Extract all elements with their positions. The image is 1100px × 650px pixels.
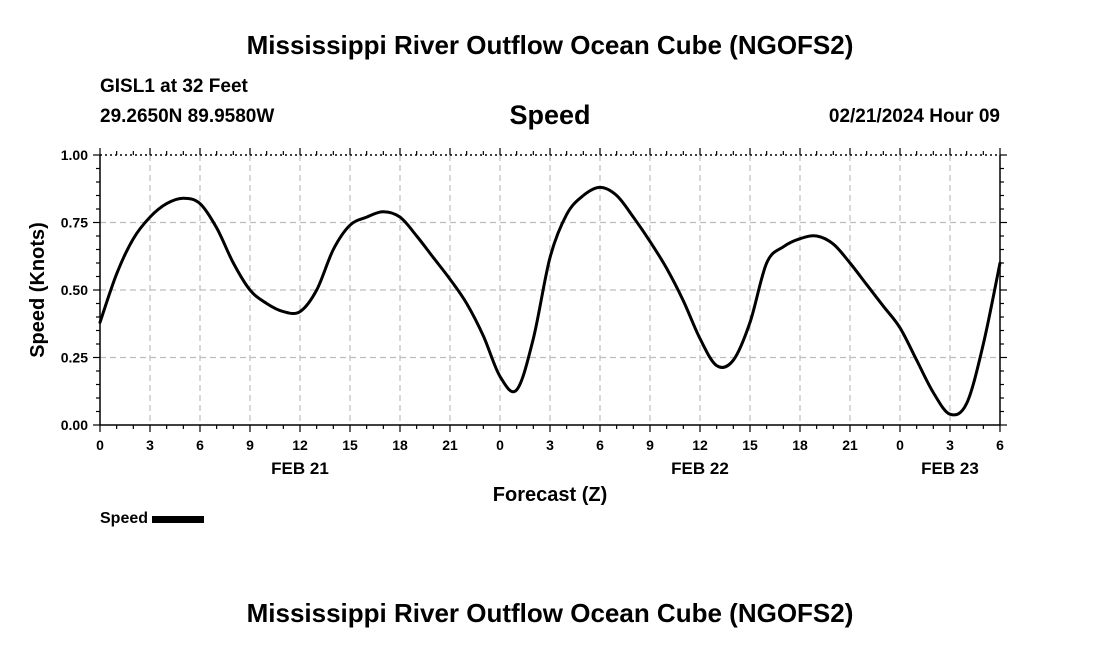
x-tick-label: 6 [996,437,1004,453]
x-tick-label: 12 [692,437,708,453]
x-tick-label: 3 [946,437,954,453]
page-title-bottom: Mississippi River Outflow Ocean Cube (NG… [246,598,854,628]
page-title-top: Mississippi River Outflow Ocean Cube (NG… [246,30,854,60]
y-tick-label: 0.25 [61,350,88,366]
x-tick-label: 21 [842,437,858,453]
date-label: FEB 22 [671,459,729,478]
series-layer [98,185,1002,417]
y-tick-label: 0.75 [61,215,88,231]
x-axis-title: Forecast (Z) [493,484,607,506]
axis-labels: 0 3 6 9 12 15 18 21 0 3 6 9 12 15 18 21 0 3 6 0.00 0.25 0.50 0… [27,147,1004,506]
legend-swatch [152,515,205,523]
x-tick-label: 18 [792,437,808,453]
x-tick-label: 6 [196,437,204,453]
x-tick-label: 18 [392,437,408,453]
x-tick-label: 0 [96,437,104,453]
chart-title: Speed [509,100,591,130]
x-tick-label: 12 [292,437,308,453]
date-label: FEB 23 [921,459,979,478]
axes [93,148,1007,432]
date-label: FEB 21 [271,459,329,478]
x-tick-label: 6 [596,437,604,453]
y-tick-label: 0.00 [61,417,88,433]
station-coordinates: 29.2650N 89.9580W [100,106,275,127]
x-tick-label: 0 [496,437,504,453]
legend: Speed [100,510,205,528]
grid [100,155,1000,425]
x-tick-label: 0 [896,437,904,453]
y-tick-label: 1.00 [61,147,88,163]
x-tick-label: 3 [546,437,554,453]
x-tick-label: 9 [246,437,254,453]
speed-series-line [98,185,1002,417]
x-tick-label: 15 [342,437,358,453]
forecast-timestamp: 02/21/2024 Hour 09 [828,106,1000,127]
y-tick-label: 0.50 [61,282,88,298]
x-tick-label: 9 [646,437,654,453]
station-label: GISL1 at 32 Feet [100,76,248,97]
legend-label: Speed [100,510,149,527]
x-tick-label: 15 [742,437,758,453]
y-axis-title: Speed (Knots) [27,222,49,358]
x-tick-label: 3 [146,437,154,453]
x-tick-label: 21 [442,437,458,453]
